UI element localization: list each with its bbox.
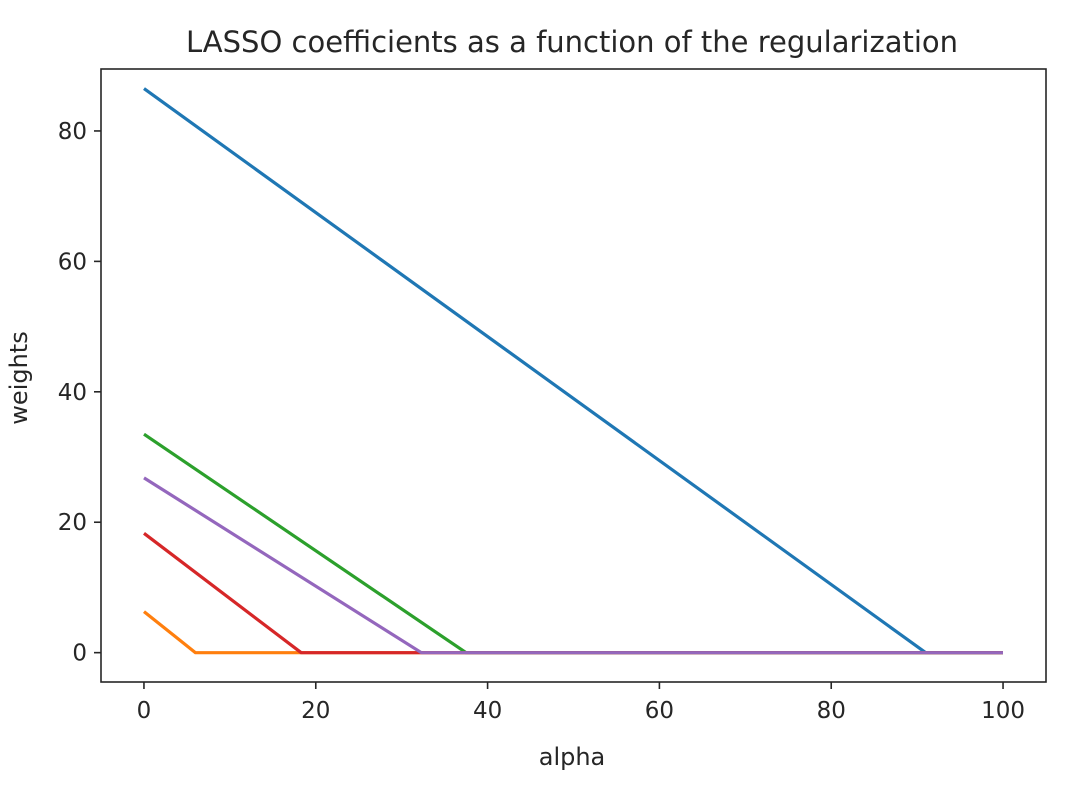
y-axis: 0 20 40 60 80 (58, 119, 101, 667)
y-axis-label: weights (5, 331, 33, 424)
series-line-5 (143, 476, 1003, 655)
x-tick-label: 80 (817, 698, 846, 724)
x-tick-label: 20 (301, 698, 330, 724)
x-axis-label: alpha (539, 743, 606, 771)
y-tick-label: 80 (58, 119, 87, 145)
x-tick-label: 40 (473, 698, 502, 724)
y-tick-label: 60 (58, 249, 87, 275)
y-tick-label: 0 (72, 641, 87, 667)
series-layer (143, 87, 1003, 655)
chart-title: LASSO coefficients as a function of the … (186, 25, 958, 59)
x-axis: 0 20 40 60 80 100 (137, 682, 1025, 724)
x-tick-label: 60 (645, 698, 674, 724)
plot-frame (100, 68, 1047, 683)
y-tick-label: 20 (58, 510, 87, 536)
x-tick-label: 100 (981, 698, 1025, 724)
y-tick-label: 40 (58, 380, 87, 406)
series-line-3 (143, 432, 1003, 655)
series-line-4 (143, 532, 1003, 655)
x-tick-label: 0 (137, 698, 152, 724)
series-line-1 (143, 87, 1003, 655)
